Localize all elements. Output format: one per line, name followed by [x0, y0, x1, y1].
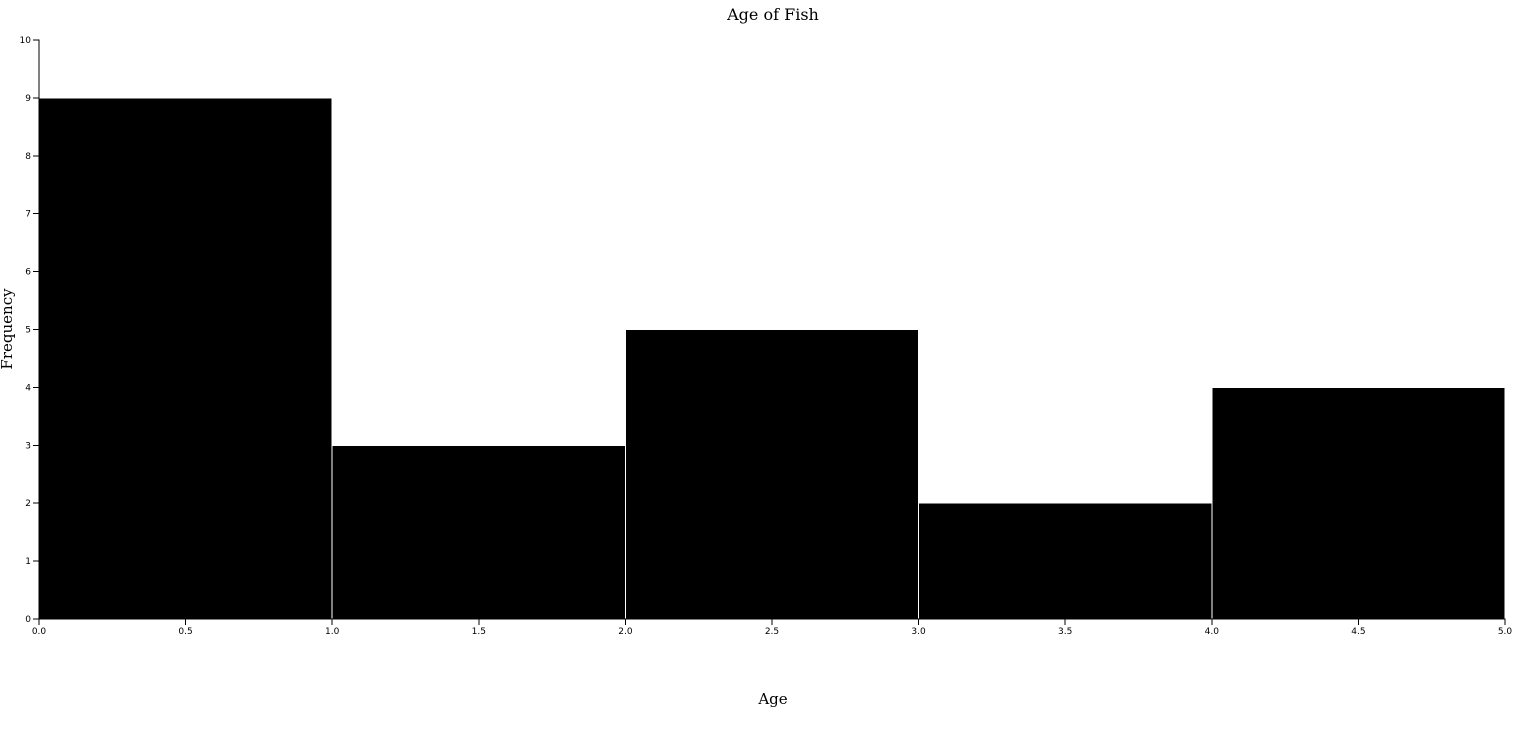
y-axis: 0 1 2 3 4 5 6 7 8 9 10 — [20, 36, 40, 625]
y-tick-label: 2 — [25, 499, 31, 509]
y-tick-label: 8 — [25, 152, 31, 162]
x-tick-label: 0.0 — [32, 627, 47, 637]
x-tick-label: 3.0 — [911, 627, 926, 637]
histogram-bar-2 — [624, 329, 920, 620]
y-tick-label: 3 — [25, 441, 31, 451]
histogram-bar-4 — [1211, 386, 1506, 620]
x-tick-label: 2.0 — [618, 627, 633, 637]
y-tick-label: 6 — [25, 268, 31, 278]
y-tick-label: 0 — [25, 615, 31, 625]
x-tick-label: 2.5 — [765, 627, 779, 637]
x-tick-label: 4.5 — [1351, 627, 1365, 637]
x-axis: 0.0 0.5 1.0 1.5 2.0 2.5 3.0 3.5 4.0 4.5 5.0 — [32, 618, 1513, 637]
y-tick-label: 5 — [25, 326, 31, 336]
y-axis-label: Frequency — [0, 288, 16, 370]
x-tick-label: 3.5 — [1058, 627, 1072, 637]
x-tick-label: 1.0 — [325, 627, 340, 637]
y-tick-label: 1 — [25, 557, 31, 567]
y-tick-label: 4 — [25, 383, 31, 393]
y-tick-label: 9 — [25, 94, 31, 104]
y-tick-label: 10 — [20, 36, 32, 46]
x-axis-label: Age — [757, 690, 787, 708]
bars-layer — [38, 97, 1506, 620]
x-tick-label: 5.0 — [1498, 627, 1513, 637]
y-tick-label: 7 — [25, 210, 31, 220]
x-tick-label: 4.0 — [1205, 627, 1220, 637]
histogram-bar-0 — [38, 97, 333, 620]
chart-title: Age of Fish — [726, 5, 819, 24]
histogram-bar-3 — [918, 502, 1213, 620]
x-tick-label: 1.5 — [472, 627, 486, 637]
histogram-bar-1 — [331, 444, 626, 620]
x-tick-label: 0.5 — [178, 627, 192, 637]
